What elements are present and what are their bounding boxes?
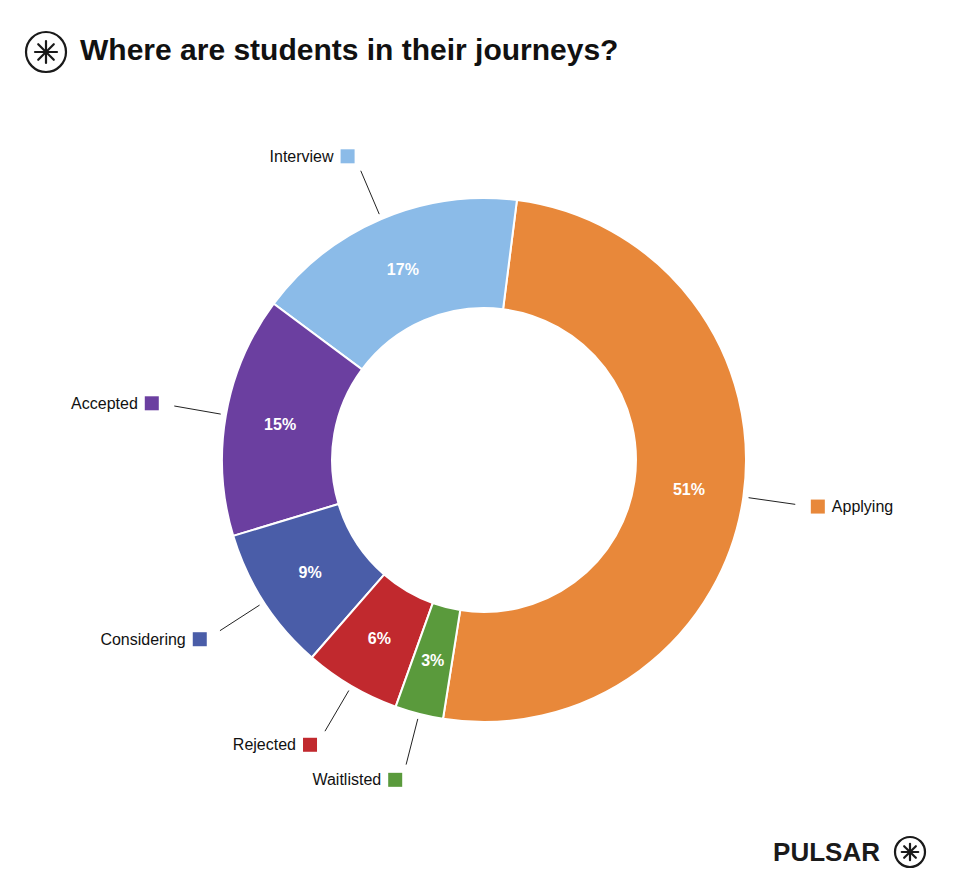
leader-line (174, 406, 220, 414)
data-label: 9% (299, 564, 322, 581)
slice-labels: 51% 17% 15% 9% 6% 3% (264, 261, 705, 669)
data-label: 17% (387, 261, 419, 278)
slice (396, 603, 461, 719)
leader-line (220, 605, 260, 631)
data-label: 6% (368, 630, 391, 647)
title-icon (26, 32, 66, 72)
callouts: Applying Interview Accepted Considering Reje… (71, 148, 893, 789)
data-label: 3% (421, 652, 444, 669)
callout-key (303, 738, 317, 752)
title: Where are students in their journeys? (80, 33, 618, 66)
leader-line (361, 171, 379, 214)
category-label: Accepted (71, 395, 138, 412)
leader-line (325, 691, 349, 732)
callout-key (811, 500, 825, 514)
category-label: Considering (100, 631, 185, 648)
chart-container: Where are students in their journeys? 51%… (0, 0, 968, 888)
callout-key (388, 773, 402, 787)
slice (222, 304, 362, 536)
category-label: Interview (270, 148, 334, 165)
leader-line (749, 498, 796, 505)
callout-key (193, 632, 207, 646)
category-label: Applying (832, 498, 893, 515)
slices (222, 198, 746, 722)
category-label: Waitlisted (312, 771, 381, 788)
brand-text: PULSAR (773, 837, 880, 867)
brand-icon-stroke (904, 846, 916, 858)
callout-key (341, 149, 355, 163)
chart-svg: Where are students in their journeys? 51%… (0, 0, 968, 888)
title-icon-ring (26, 32, 66, 72)
leader-line (406, 719, 418, 765)
background (0, 0, 968, 888)
title-icon-stroke (38, 44, 54, 60)
data-label: 15% (264, 416, 296, 433)
brand-icon (895, 837, 925, 867)
brand-icon-ring (895, 837, 925, 867)
data-label: 51% (673, 481, 705, 498)
callout-key (145, 396, 159, 410)
category-label: Rejected (233, 736, 296, 753)
